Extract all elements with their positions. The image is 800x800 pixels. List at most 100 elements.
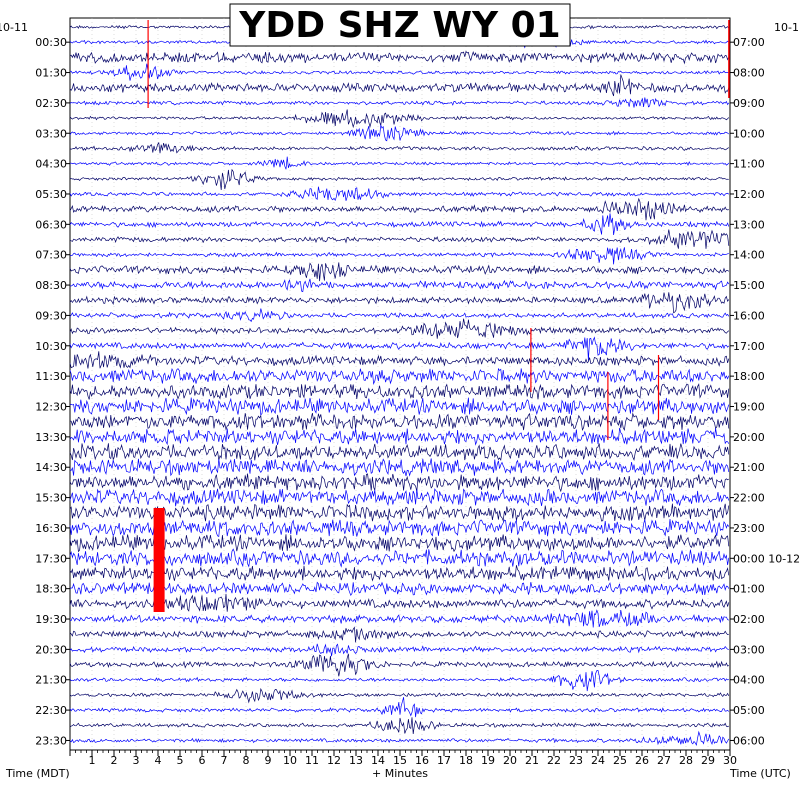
seismic-trace — [69, 717, 729, 735]
seismic-trace — [69, 186, 730, 202]
seismic-trace — [69, 156, 730, 170]
x-tick-label: 11 — [305, 754, 319, 767]
right-tick-label: 18:00 — [733, 370, 765, 383]
left-tick-label: 00:30 — [35, 36, 67, 49]
seismic-trace — [69, 609, 729, 628]
date-right-label: 10-1 — [774, 21, 799, 34]
seismic-trace — [69, 427, 730, 446]
right-tick-label: 19:00 — [733, 401, 765, 414]
left-tick-label: 18:30 — [35, 583, 67, 596]
x-tick-label: 16 — [415, 754, 429, 767]
left-tick-label: 17:30 — [35, 552, 67, 565]
seismic-trace — [69, 197, 729, 221]
x-tick-label: 28 — [679, 754, 693, 767]
x-tick-label: 18 — [459, 754, 473, 767]
left-tick-label: 13:30 — [35, 431, 67, 444]
x-tick-label: 20 — [503, 754, 517, 767]
seismic-trace — [69, 412, 730, 432]
seismic-trace — [69, 593, 730, 612]
x-tick-label: 3 — [133, 754, 140, 767]
x-tick-label: 13 — [349, 754, 363, 767]
x-tick-label: 29 — [701, 754, 715, 767]
x-tick-label: 22 — [547, 754, 561, 767]
right-tick-label: 21:00 — [733, 461, 765, 474]
left-tick-label: 11:30 — [35, 370, 67, 383]
x-tick-label: 10 — [283, 754, 297, 767]
x-tick-label: 24 — [591, 754, 605, 767]
left-tick-label: 16:30 — [35, 522, 67, 535]
left-tick-label: 09:30 — [35, 309, 67, 322]
seismic-trace — [69, 109, 730, 129]
right-tick-label: 06:00 — [733, 734, 765, 747]
x-tick-label: 17 — [437, 754, 451, 767]
seismic-trace — [69, 730, 730, 747]
x-tick-label: 23 — [569, 754, 583, 767]
seismic-traces — [69, 18, 730, 750]
left-tick-label: 02:30 — [35, 97, 67, 110]
x-tick-label: 25 — [613, 754, 627, 767]
right-tick-label: 10:00 — [733, 127, 765, 140]
right-tick-label: 03:00 — [733, 643, 765, 656]
seismic-trace — [69, 670, 729, 692]
left-tick-label: 14:30 — [35, 461, 67, 474]
left-tick-label: 12:30 — [35, 401, 67, 414]
x-tick-label: 30 — [723, 754, 737, 767]
right-tick-label: 05:00 — [733, 704, 765, 717]
right-tick-label: 23:00 — [733, 522, 765, 535]
seismic-trace — [69, 351, 730, 369]
seismic-trace — [69, 336, 730, 361]
right-axis-ticks: 07:00 08:00 09:00 10:00 11:00 12:00 13:00 14:00… — [730, 36, 800, 747]
right-axis-label: Time (UTC) — [729, 767, 791, 780]
left-tick-label: 21:30 — [35, 674, 67, 687]
x-tick-label: 5 — [177, 754, 184, 767]
seismic-trace — [69, 318, 730, 339]
right-tick-label: 14:00 — [733, 249, 765, 262]
x-tick-label: 12 — [327, 754, 341, 767]
seismic-trace — [69, 518, 730, 538]
right-tick-label: 07:00 — [733, 36, 765, 49]
x-tick-label: 26 — [635, 754, 649, 767]
seismic-trace — [69, 581, 730, 596]
seismic-trace — [69, 229, 730, 249]
title-box — [229, 3, 571, 47]
x-tick-label: 6 — [199, 754, 206, 767]
seismic-trace — [69, 168, 729, 191]
left-axis-label: Time (MDT) — [5, 767, 70, 780]
clip-marker — [153, 508, 165, 612]
x-tick-label: 7 — [221, 754, 228, 767]
right-tick-label: 02:00 — [733, 613, 765, 626]
right-tick-label: 13:00 — [733, 218, 765, 231]
seismic-trace — [69, 63, 729, 81]
seismic-trace — [69, 697, 730, 718]
seismic-trace — [69, 141, 729, 154]
seismic-trace — [69, 443, 730, 462]
seismic-trace — [69, 503, 730, 523]
left-tick-label: 10:30 — [35, 340, 67, 353]
seismic-trace — [69, 534, 730, 553]
left-tick-label: 15:30 — [35, 492, 67, 505]
date-left-label: 10-11 — [0, 21, 28, 34]
left-tick-label: 06:30 — [35, 218, 67, 231]
x-tick-label: 19 — [481, 754, 495, 767]
right-tick-label: 01:00 — [733, 583, 765, 596]
left-tick-label: 23:30 — [35, 734, 67, 747]
x-tick-label: 4 — [155, 754, 162, 767]
x-axis-ticks: 1 2 3 4 5 6 7 8 9 10 11 12 13 14 15 16 17 18 19 20 21 22 23 24 2… — [69, 750, 737, 767]
seismic-trace — [69, 653, 729, 677]
seismic-trace — [69, 626, 729, 643]
left-tick-label: 22:30 — [35, 704, 67, 717]
right-tick-label: 15:00 — [733, 279, 765, 292]
seismic-trace — [69, 643, 729, 657]
right-tick-label: 22:00 — [733, 492, 765, 505]
seismic-trace — [69, 488, 730, 507]
seismic-trace — [69, 397, 730, 416]
x-tick-label: 8 — [243, 754, 250, 767]
right-tick-label: 00:00 10-12 — [733, 552, 800, 565]
seismic-trace — [69, 687, 730, 704]
right-tick-label: 20:00 — [733, 431, 765, 444]
right-tick-label: 09:00 — [733, 97, 765, 110]
seismic-trace — [69, 473, 729, 493]
right-tick-label: 12:00 — [733, 188, 765, 201]
